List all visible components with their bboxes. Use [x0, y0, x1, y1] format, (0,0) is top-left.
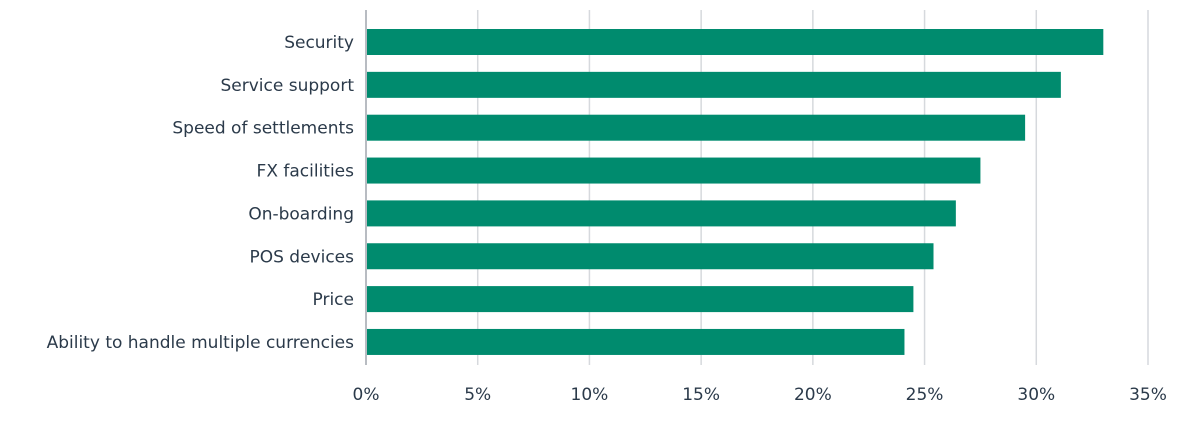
gridlines [476, 10, 1149, 365]
bar-fx-facilities [366, 157, 981, 184]
x-axis-tick-labels: 0% 5% 10% 15% 20% 25% 30% 35% [353, 385, 1167, 405]
bar-speed-of-settlements [366, 114, 1026, 141]
x-tick-label: 30% [1017, 385, 1055, 405]
x-tick-label: 5% [464, 385, 491, 405]
x-tick-label: 20% [794, 385, 832, 405]
x-tick-label: 15% [682, 385, 720, 405]
x-tick-label: 35% [1129, 385, 1167, 405]
category-label: Speed of settlements [172, 119, 354, 139]
category-label: FX facilities [257, 162, 355, 182]
category-labels: Security Service support Speed of settleme… [47, 33, 355, 353]
bar-price [366, 286, 914, 313]
category-label: On-boarding [248, 204, 354, 224]
bar-on-boarding [366, 200, 956, 227]
bar-ability-to-handle-multiple-currencies [366, 328, 905, 355]
bar-security [366, 29, 1104, 55]
bars [366, 29, 1104, 355]
x-tick-label: 25% [906, 385, 944, 405]
bar-service-support [366, 71, 1061, 98]
category-label: Price [313, 290, 354, 310]
x-tick-label: 10% [571, 385, 609, 405]
bar-pos-devices [366, 243, 934, 270]
category-label: Service support [220, 76, 354, 96]
category-label: Ability to handle multiple currencies [47, 333, 355, 353]
category-label: POS devices [249, 247, 354, 267]
category-label: Security [284, 33, 354, 53]
x-tick-label: 0% [353, 385, 380, 405]
